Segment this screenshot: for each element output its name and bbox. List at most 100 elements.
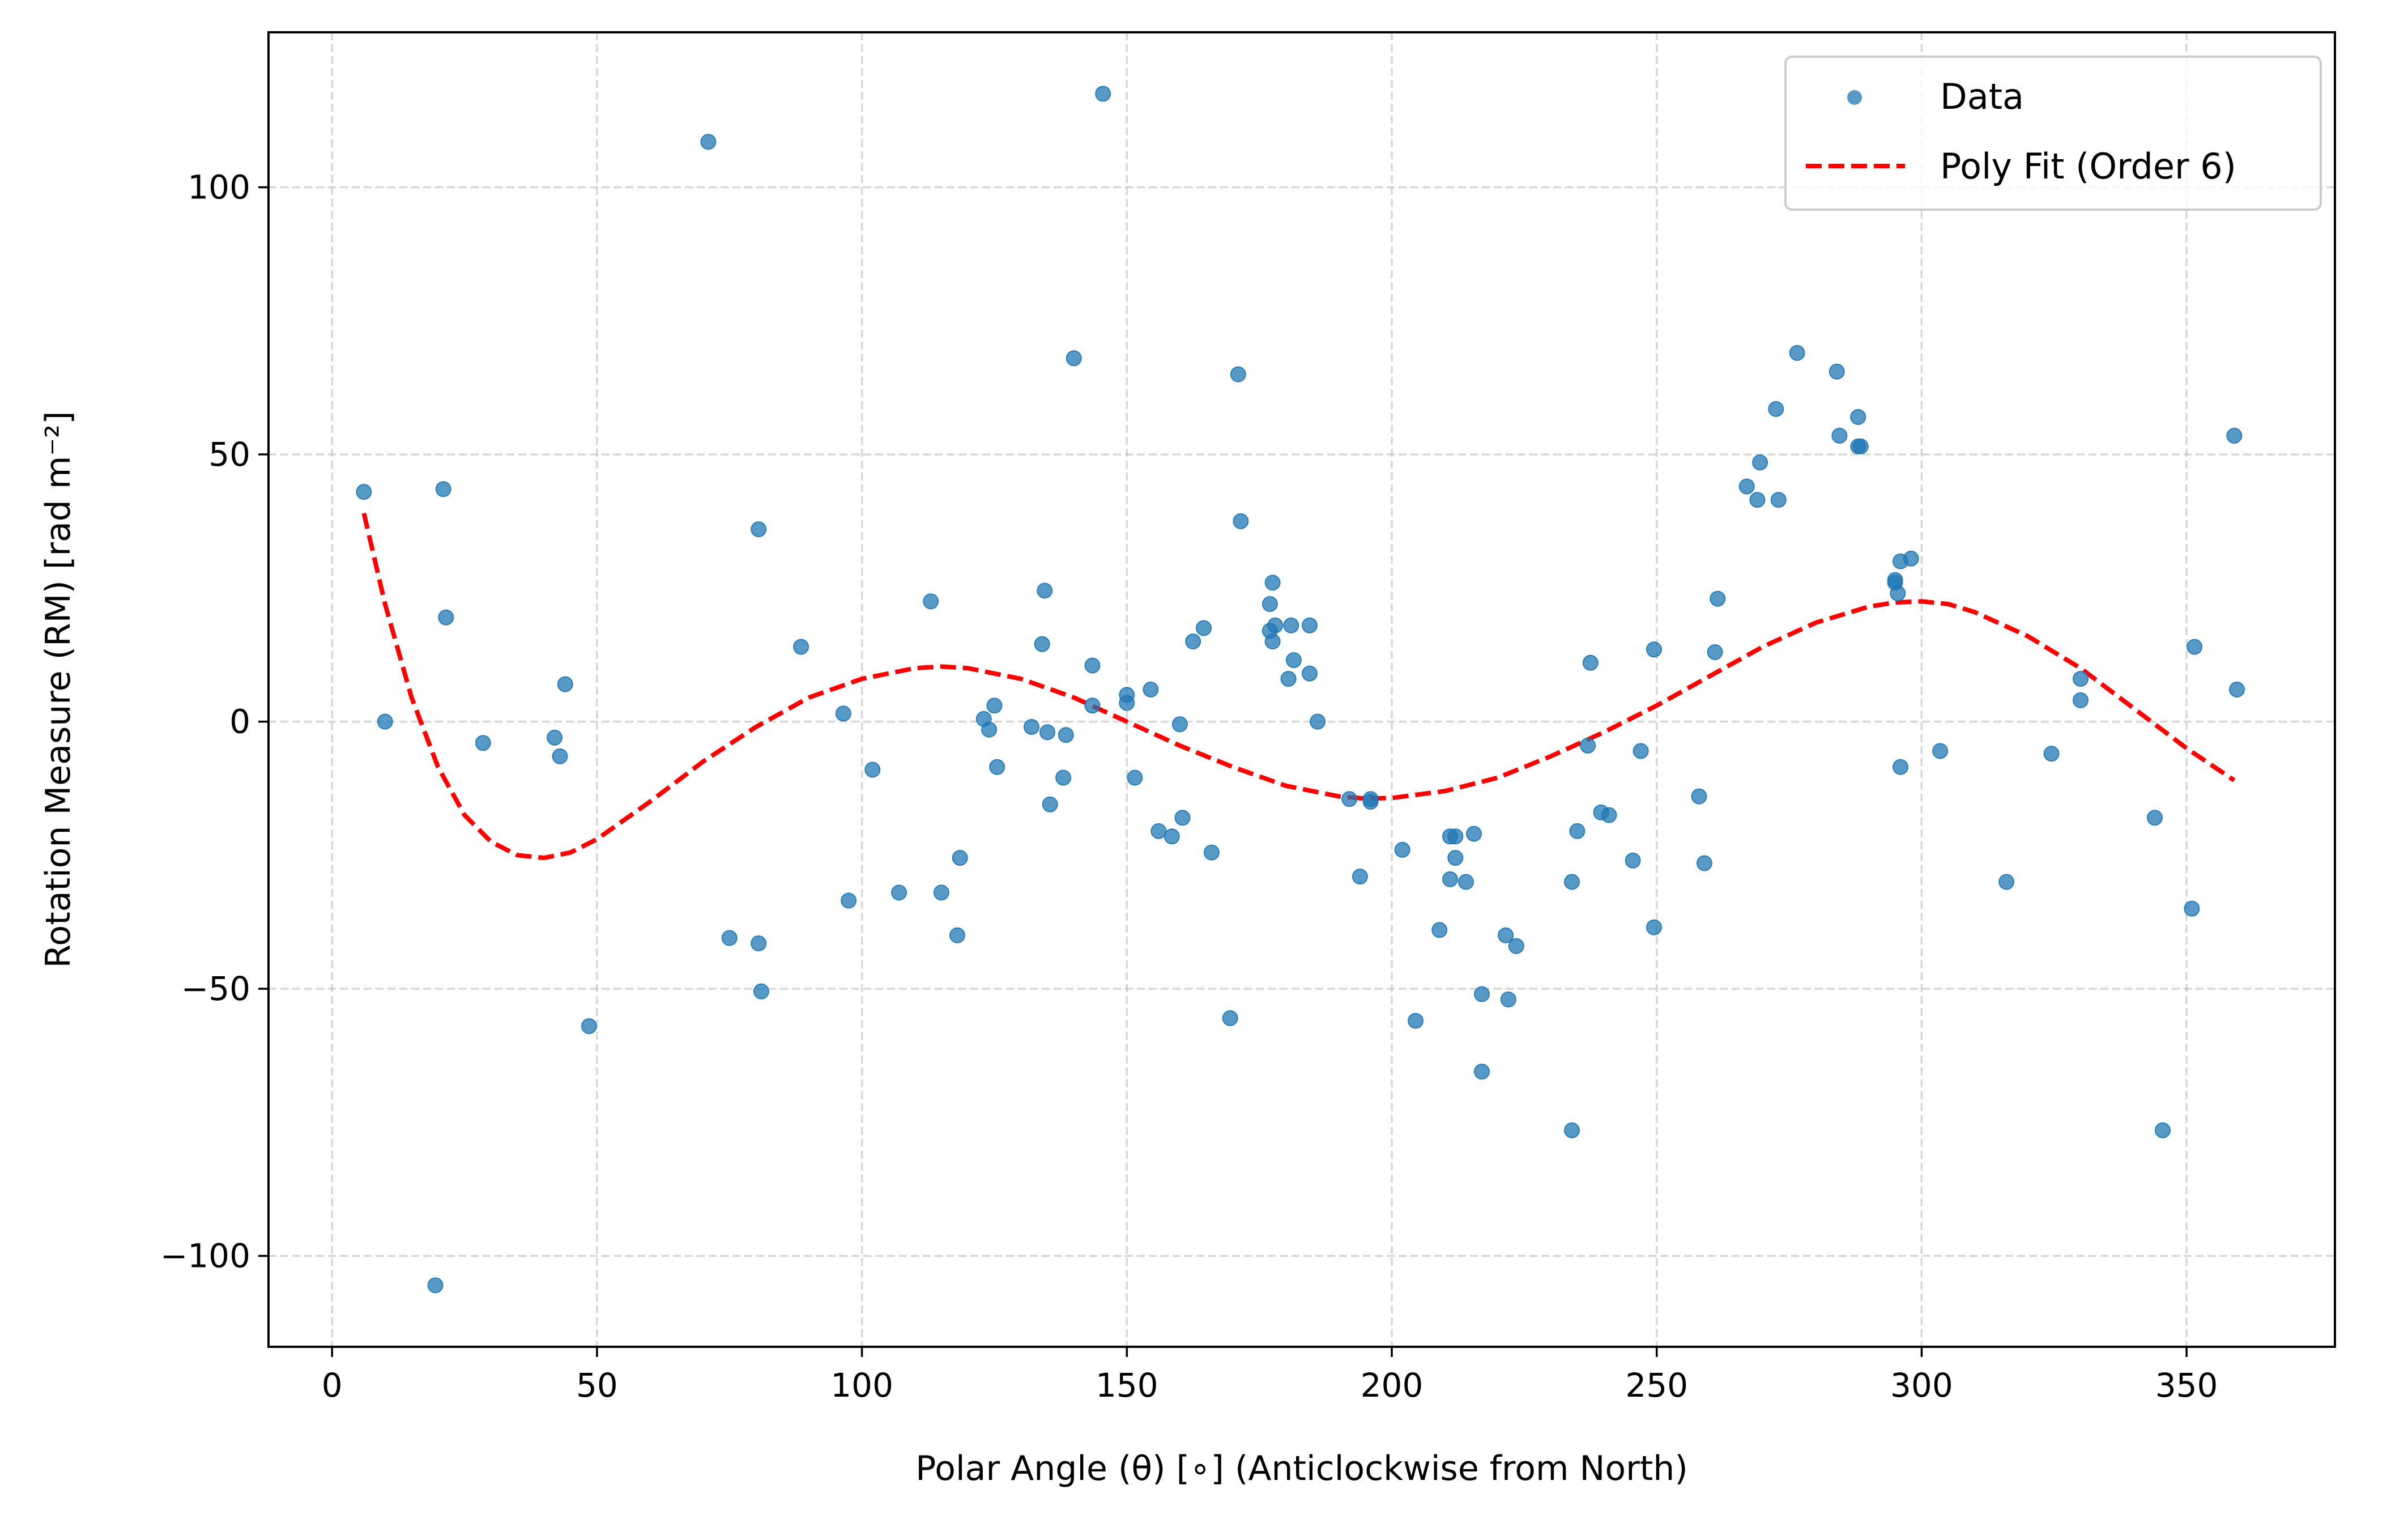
- data-point: [1261, 596, 1278, 612]
- data-point: [1233, 513, 1249, 529]
- data-point: [1352, 869, 1368, 885]
- data-point: [1498, 927, 1514, 943]
- data-point: [1831, 428, 1848, 444]
- data-point: [1569, 823, 1586, 839]
- data-point: [1264, 575, 1281, 591]
- data-point: [1749, 492, 1766, 508]
- data-point: [1829, 363, 1845, 380]
- data-point: [1564, 1122, 1580, 1138]
- data-point: [438, 609, 454, 626]
- axis-ticks: 0 50 100 150 200 250 300 350 −100 −50 0 50 100: [160, 168, 2218, 1405]
- data-point: [1119, 687, 1135, 703]
- data-point: [1500, 992, 1516, 1007]
- data-point: [1058, 727, 1074, 743]
- data-point: [1230, 366, 1246, 382]
- data-point: [1341, 791, 1358, 807]
- data-point: [475, 735, 491, 751]
- data-point: [1932, 743, 1949, 759]
- data-point: [1710, 590, 1726, 607]
- data-point: [1042, 796, 1058, 812]
- data-point: [1887, 572, 1903, 588]
- data-point: [1196, 620, 1212, 636]
- data-point: [1474, 1063, 1490, 1080]
- data-point: [1752, 454, 1768, 471]
- data-point: [1625, 852, 1641, 869]
- data-point: [1302, 665, 1318, 682]
- data-point: [1267, 617, 1284, 633]
- data-point: [793, 639, 809, 655]
- data-point: [377, 713, 393, 730]
- data-point: [1171, 716, 1188, 733]
- x-tick-label: 100: [830, 1366, 893, 1405]
- data-point: [2226, 428, 2243, 444]
- data-point: [1696, 855, 1712, 871]
- x-tick-label: 300: [1890, 1366, 1953, 1405]
- data-point: [1039, 724, 1055, 741]
- data-point: [2155, 1122, 2171, 1138]
- data-point: [435, 481, 451, 497]
- data-point: [700, 134, 717, 150]
- data-point: [1646, 641, 1662, 658]
- y-axis-label: Rotation Measure (RM) [rad m⁻²]: [39, 411, 78, 968]
- data-point: [1442, 871, 1458, 887]
- data-point: [1174, 810, 1191, 826]
- data-point: [1458, 874, 1474, 890]
- y-tick-label: −50: [181, 969, 250, 1008]
- data-point: [1283, 617, 1299, 633]
- legend: Data Poly Fit (Order 6): [1784, 56, 2322, 211]
- y-tick-label: 100: [187, 168, 250, 206]
- data-point: [1789, 344, 1805, 361]
- data-point: [1770, 492, 1787, 508]
- data-point: [841, 892, 857, 909]
- y-tick-label: 50: [208, 435, 250, 474]
- data-point: [933, 884, 949, 901]
- x-tick-label: 50: [576, 1366, 618, 1405]
- data-point: [1143, 682, 1159, 697]
- legend-box: [1784, 56, 2322, 211]
- data-point: [1066, 350, 1082, 367]
- data-point: [1310, 713, 1326, 730]
- data-point: [1601, 807, 1617, 823]
- x-tick-label: 250: [1625, 1366, 1688, 1405]
- data-point: [1286, 652, 1302, 669]
- data-point: [1707, 644, 1723, 660]
- data-point: [1084, 657, 1101, 674]
- data-point: [1768, 401, 1784, 417]
- x-tick-label: 0: [322, 1366, 343, 1405]
- data-point: [2073, 671, 2089, 687]
- data-point: [891, 884, 907, 901]
- data-point: [1738, 478, 1755, 495]
- data-point: [1264, 633, 1281, 650]
- y-tick-label: 0: [229, 703, 250, 741]
- data-point: [2184, 900, 2200, 917]
- data-point: [1466, 826, 1482, 842]
- grid: [268, 32, 2335, 1347]
- poly-fit-line: [361, 512, 2236, 861]
- x-tick-label: 150: [1096, 1366, 1158, 1405]
- data-point: [1150, 823, 1167, 839]
- data-point: [1055, 769, 1072, 786]
- x-tick-label: 200: [1361, 1366, 1424, 1405]
- data-point: [2147, 810, 2163, 826]
- data-point: [1204, 844, 1220, 861]
- data-point: [581, 1018, 597, 1035]
- data-point: [721, 930, 738, 946]
- data-point: [1474, 986, 1490, 1002]
- data-point: [1024, 719, 1039, 735]
- data-point: [1095, 86, 1111, 102]
- data-point: [835, 705, 851, 722]
- data-point: [1034, 636, 1050, 652]
- data-point: [2073, 692, 2089, 708]
- y-tick-label: −100: [160, 1237, 250, 1275]
- data-point: [427, 1277, 444, 1294]
- data-point: [1564, 874, 1580, 890]
- data-point: [557, 676, 573, 692]
- x-axis-label: Polar Angle (θ) [∘] (Anticlockwise from …: [915, 1449, 1687, 1488]
- data-point: [1580, 738, 1596, 754]
- data-point: [1508, 938, 1524, 954]
- data-point: [1998, 874, 2015, 890]
- data-point: [2187, 639, 2203, 655]
- data-point: [949, 927, 965, 943]
